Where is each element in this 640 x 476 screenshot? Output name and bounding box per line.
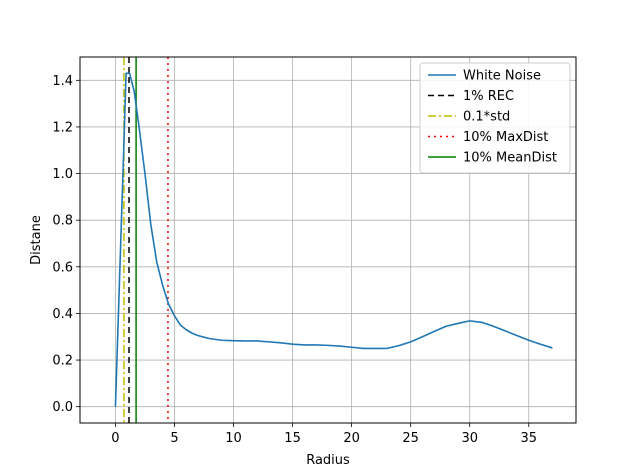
x-tick-label: 0 xyxy=(111,431,119,446)
x-tick-label: 20 xyxy=(343,431,360,446)
legend-label-10-meandist: 10% MeanDist xyxy=(463,151,557,166)
x-tick-label: 5 xyxy=(170,431,178,446)
legend-label-white-noise: White Noise xyxy=(463,69,541,84)
ticks: 0 5 10 15 20 25 30 35 0.0 0.2 0.4 0.6 0.8 1.0 1.2 1.4 xyxy=(52,74,537,446)
series-line-white-noise xyxy=(114,72,553,407)
y-tick-label: 0.2 xyxy=(52,354,73,369)
y-tick-label: 0.6 xyxy=(52,260,73,275)
y-tick-label: 0.4 xyxy=(52,307,73,322)
x-tick-label: 10 xyxy=(225,431,242,446)
x-tick-label: 35 xyxy=(520,431,537,446)
y-tick-label: 1.2 xyxy=(52,120,73,135)
legend-label-0-1-std: 0.1*std xyxy=(463,110,510,125)
legend-label-10-maxdist: 10% MaxDist xyxy=(463,130,548,145)
x-tick-label: 15 xyxy=(284,431,301,446)
y-tick-label: 1.0 xyxy=(52,167,73,182)
x-tick-label: 25 xyxy=(402,431,419,446)
y-tick-label: 0.0 xyxy=(52,400,73,415)
axes-frame xyxy=(79,56,577,424)
plot-area xyxy=(114,57,553,423)
y-tick-label: 1.4 xyxy=(52,74,73,89)
legend-label-1-rec: 1% REC xyxy=(463,89,514,104)
y-axis-label: Distane xyxy=(29,215,44,265)
x-axis-label: Radius xyxy=(306,453,350,468)
legend-box xyxy=(419,62,571,174)
x-tick-label: 30 xyxy=(461,431,478,446)
y-tick-label: 0.8 xyxy=(52,214,73,229)
legend: White Noise 1% REC 0.1*std 10% MaxDist 10% M… xyxy=(419,62,571,174)
